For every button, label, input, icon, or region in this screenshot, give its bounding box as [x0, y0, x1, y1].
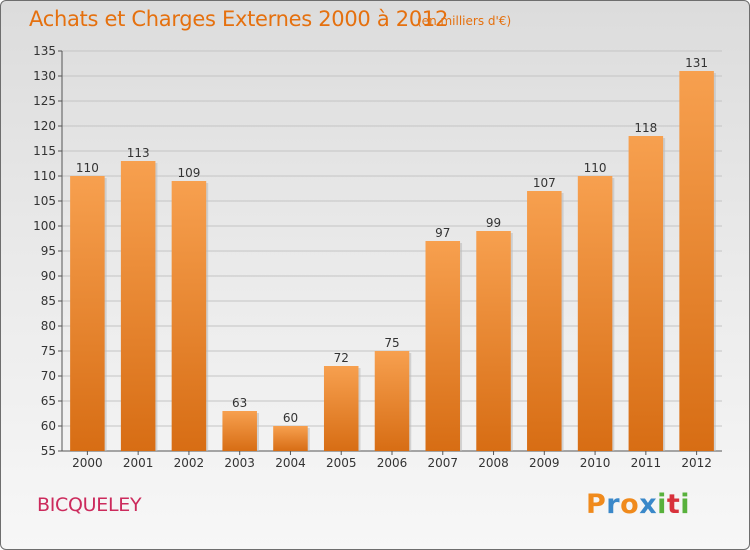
- y-tick-label: 130: [33, 69, 56, 83]
- y-tick-label: 80: [41, 319, 56, 333]
- y-tick-label: 105: [33, 194, 56, 208]
- y-tick-label: 90: [41, 269, 56, 283]
- proxiti-logo: Proxiti: [586, 489, 690, 520]
- x-tick-label: 2012: [681, 456, 712, 470]
- data-label: 118: [634, 121, 657, 135]
- logo-letter: P: [586, 489, 607, 520]
- data-label: 109: [177, 166, 200, 180]
- bar-2012: [679, 71, 714, 451]
- data-label: 131: [685, 56, 708, 70]
- data-label: 107: [533, 176, 556, 190]
- data-label: 97: [435, 226, 450, 240]
- bar-2004: [273, 426, 308, 451]
- data-labels: 110 113 109 63 60 72 75 97 99 107 110 118 131: [76, 56, 708, 425]
- x-tick-label: 2011: [631, 456, 662, 470]
- bar-2009: [527, 191, 562, 451]
- bar-2010: [577, 176, 613, 451]
- data-label: 75: [384, 336, 399, 350]
- bar-2001: [120, 161, 156, 451]
- bar-2003: [222, 411, 257, 451]
- y-tick-label: 70: [41, 369, 56, 383]
- data-label: 110: [584, 161, 607, 175]
- x-tick-label: 2005: [326, 456, 357, 470]
- bar-2000: [70, 176, 105, 451]
- bar-2011: [628, 136, 664, 451]
- logo-letter: o: [620, 489, 640, 520]
- y-tick-label: 120: [33, 119, 56, 133]
- chart-title: Achats et Charges Externes 2000 à 2012: [29, 7, 449, 31]
- y-tick-label: 75: [41, 344, 56, 358]
- data-label: 60: [283, 411, 298, 425]
- town-name: BICQUELEY: [37, 494, 142, 516]
- bar-2008: [476, 231, 511, 451]
- x-tick-label: 2010: [580, 456, 611, 470]
- logo-letter: x: [639, 489, 658, 520]
- y-tick-label: 110: [33, 169, 56, 183]
- logo-letter: r: [606, 489, 621, 520]
- bar-2002: [171, 181, 207, 451]
- y-tick-label: 115: [33, 144, 56, 158]
- y-tick-label: 60: [41, 419, 56, 433]
- y-tick-label: 135: [33, 44, 56, 58]
- bars: [70, 71, 716, 451]
- chart-unit: (en milliers d'€): [417, 14, 512, 28]
- x-tick-label: 2006: [377, 456, 408, 470]
- data-label: 99: [486, 216, 501, 230]
- logo-letter: i: [657, 489, 667, 520]
- y-tick-label: 100: [33, 219, 56, 233]
- y-tick-label: 125: [33, 94, 56, 108]
- x-tick-label: 2003: [224, 456, 255, 470]
- bar-2006: [374, 351, 410, 451]
- logo-letter: t: [666, 489, 681, 520]
- data-label: 113: [127, 146, 150, 160]
- y-tick-label: 55: [41, 444, 56, 458]
- bar-2005: [323, 366, 359, 451]
- x-tick-label: 2000: [72, 456, 103, 470]
- bar-2007: [425, 241, 461, 451]
- data-label: 110: [76, 161, 99, 175]
- y-tick-label: 65: [41, 394, 56, 408]
- x-tick-label: 2007: [427, 456, 458, 470]
- data-label: 72: [334, 351, 349, 365]
- logo-letter: i: [680, 489, 691, 520]
- x-tick-label: 2001: [123, 456, 154, 470]
- x-tick-label: 2004: [275, 456, 306, 470]
- x-tick-label: 2009: [529, 456, 560, 470]
- x-tick-label: 2002: [174, 456, 205, 470]
- y-tick-label: 95: [41, 244, 56, 258]
- x-tick-label: 2008: [478, 456, 509, 470]
- y-tick-label: 85: [41, 294, 56, 308]
- data-label: 63: [232, 396, 247, 410]
